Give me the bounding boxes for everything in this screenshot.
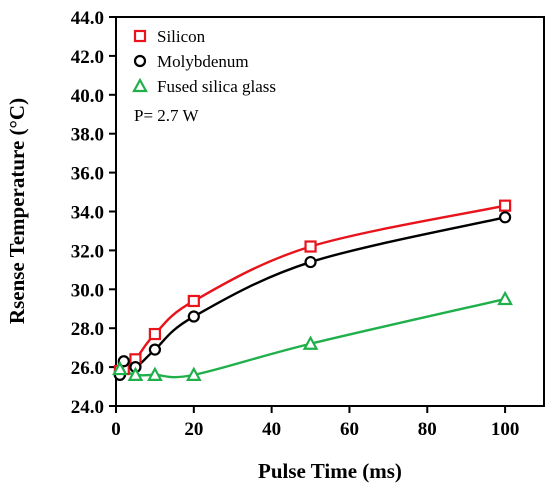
y-tick-label: 28.0: [71, 319, 104, 340]
data-point-circle: [148, 343, 162, 356]
y-tick-label: 34.0: [71, 203, 104, 224]
series-lines: [118, 204, 506, 379]
y-tick-label: 26.0: [71, 358, 104, 379]
legend-label: Fused silica glass: [157, 77, 276, 96]
data-point-triangle: [185, 366, 202, 381]
x-tick-label: 100: [491, 419, 520, 440]
data-point-square: [148, 327, 162, 341]
y-tick-label: 38.0: [71, 125, 104, 146]
x-tick-label: 40: [262, 419, 281, 440]
legend-marker-triangle: [132, 77, 148, 93]
legend-marker-circle: [133, 54, 147, 68]
y-axis-title: Rsense Temperature (°C): [5, 98, 29, 324]
y-tick-label: 24.0: [71, 397, 104, 418]
data-point-circle: [304, 255, 317, 269]
y-tick-label: 32.0: [71, 241, 104, 262]
data-point-triangle: [497, 290, 513, 306]
x-tick-label: 80: [418, 419, 437, 440]
y-tick-label: 44.0: [71, 8, 104, 29]
data-point-circle: [498, 211, 512, 224]
x-tick-label: 0: [111, 419, 121, 440]
data-point-triangle: [127, 366, 144, 381]
x-tick-label: 20: [184, 419, 203, 440]
y-axis-ticks: 24.0 26.0 28.0 30.0 32.0 34.0 36.0 38.0 40.0 42.0…: [71, 8, 116, 418]
data-point-square: [187, 294, 200, 308]
annotation-power: P= 2.7 W: [134, 106, 199, 125]
data-point-triangle: [112, 360, 128, 376]
legend: Silicon Molybdenum Fused silica glass: [132, 27, 276, 96]
legend-label: Molybdenum: [157, 52, 249, 71]
data-point-triangle: [147, 366, 163, 381]
data-point-triangle: [302, 335, 319, 350]
legend-label: Silicon: [157, 27, 206, 46]
y-tick-label: 36.0: [71, 164, 104, 185]
series-markers: [112, 199, 513, 381]
y-tick-label: 42.0: [71, 47, 104, 68]
data-point-square: [304, 240, 317, 253]
legend-marker-square: [133, 29, 147, 43]
x-axis-ticks: 0 20 40 60 80 100: [111, 406, 519, 440]
data-point-circle: [187, 310, 200, 323]
y-tick-label: 40.0: [71, 86, 104, 107]
x-axis-title: Pulse Time (ms): [258, 459, 402, 483]
x-tick-label: 60: [340, 419, 359, 440]
data-point-square: [498, 199, 512, 212]
y-tick-label: 30.0: [71, 280, 104, 301]
